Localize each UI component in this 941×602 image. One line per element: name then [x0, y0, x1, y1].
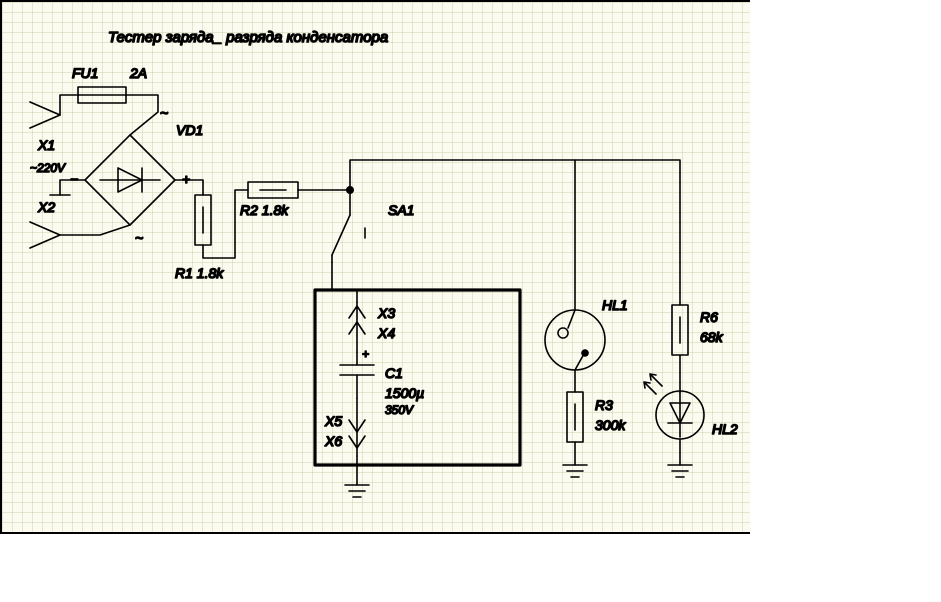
- led-hl2: HL2: [644, 374, 738, 439]
- label-c1-val: 1500µ: [385, 385, 424, 401]
- label-r3-val: 300k: [595, 417, 626, 433]
- lamp-hl1: HL1: [545, 297, 628, 370]
- label-hl1: HL1: [602, 297, 628, 313]
- circuit-schematic: Тестер заряда_ разряда конденсатора X1 ~…: [0, 0, 941, 602]
- label-hl2: HL2: [712, 421, 738, 437]
- terminal-x2: X2: [30, 199, 60, 248]
- label-x1: X1: [37, 137, 55, 153]
- resistor-r2: R2 1.8k: [240, 182, 298, 218]
- label-sa1: SA1: [388, 202, 414, 218]
- label-fu1-rating: 2A: [129, 65, 147, 81]
- terminal-x5-x6: X5 X6: [324, 398, 365, 456]
- label-c1: C1: [385, 365, 403, 381]
- cap-plus: +: [362, 347, 369, 361]
- bridge-minus: −: [70, 171, 78, 187]
- label-r3-name: R3: [595, 397, 613, 413]
- resistor-r1: R1 1.8k: [175, 195, 224, 281]
- label-vd1: VD1: [176, 122, 203, 138]
- capacitor-c1: + C1 1500µ 350V: [340, 347, 424, 417]
- terminal-x3-x4: X3 X4: [349, 302, 395, 352]
- label-x2: X2: [37, 199, 55, 215]
- dut-box: [315, 290, 520, 465]
- label-x4: X4: [377, 325, 395, 341]
- diagram-title: Тестер заряда_ разряда конденсатора: [108, 29, 388, 46]
- label-x1-voltage: ~220V: [30, 161, 66, 175]
- label-x5: X5: [324, 413, 342, 429]
- label-x6: X6: [324, 433, 342, 449]
- label-c1-volt: 350V: [385, 403, 414, 417]
- resistor-r3: R3 300k: [567, 392, 626, 442]
- bridge-plus: +: [182, 171, 190, 187]
- label-r1: R1 1.8k: [175, 265, 224, 281]
- bridge-rectifier-vd1: + − VD1: [70, 122, 203, 225]
- bridge-ac2-tilde: ~: [135, 230, 143, 246]
- switch-sa1: SA1: [332, 190, 414, 262]
- label-r2: R2 1.8k: [240, 202, 289, 218]
- label-x3: X3: [377, 305, 395, 321]
- resistor-r6: R6 68k: [672, 305, 724, 355]
- bridge-ac1-tilde: ~: [160, 105, 168, 121]
- label-fu1: FU1: [72, 65, 98, 81]
- fuse-fu1: FU1 2A: [72, 65, 147, 103]
- label-r6-val: 68k: [700, 329, 724, 345]
- label-r6-name: R6: [700, 309, 718, 325]
